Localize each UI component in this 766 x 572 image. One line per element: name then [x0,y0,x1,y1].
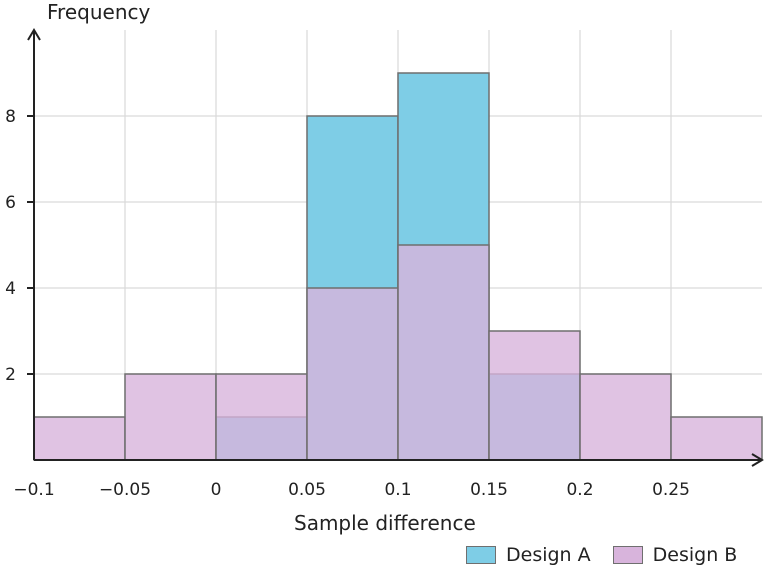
legend-item-design-a: Design A [466,544,591,566]
x-tick-label: 0.05 [288,480,326,500]
x-tick-label: 0.1 [384,480,411,500]
axes [27,28,764,467]
x-tick-label: 0.2 [566,480,593,500]
y-tick-label: 4 [5,279,16,299]
x-axis-arrow [751,453,764,467]
y-axis-arrow [27,28,41,41]
series-design-b [33,244,763,461]
x-tick-label: −0.05 [99,480,151,500]
bar-design-b [215,373,308,461]
bar-design-b [488,330,581,461]
bar-design-b [670,416,763,461]
y-tick-label: 6 [5,193,16,213]
x-tick-label: −0.1 [13,480,54,500]
x-tick-label: 0.15 [470,480,508,500]
bar-design-b [33,416,126,461]
y-axis-label: Frequency [47,0,151,24]
legend-swatch-design-b [612,546,643,564]
bar-design-b [124,373,217,461]
legend: Design A Design B [466,544,737,566]
legend-item-design-b: Design B [612,544,738,566]
x-tick-labels: −0.1 −0.05 0 0.05 0.1 0.15 0.2 0.25 [13,480,690,500]
x-tick-label: 0.25 [652,480,690,500]
y-tick-label: 8 [5,107,16,127]
bar-design-b [306,287,399,461]
legend-label-design-a: Design A [506,544,591,566]
y-tick-labels: 2 4 6 8 [5,107,16,385]
bar-design-b [579,373,672,461]
legend-swatch-design-a [466,546,496,564]
legend-label-design-b: Design B [652,544,738,566]
x-tick-label: 0 [211,480,222,500]
y-tick-label: 2 [5,365,16,385]
x-axis-label: Sample difference [294,511,476,535]
bar-design-b [397,244,490,461]
